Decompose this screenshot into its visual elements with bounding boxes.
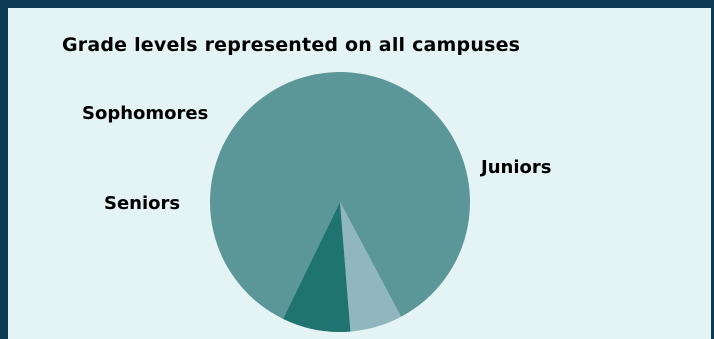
slice-label-seniors: Seniors bbox=[104, 193, 180, 214]
pie-slice-sophomores bbox=[283, 202, 351, 332]
pie-labels: Juniors Seniors Sophomores bbox=[82, 103, 551, 214]
slice-label-juniors: Juniors bbox=[479, 157, 551, 178]
chart-title: Grade levels represented on all campuses bbox=[62, 34, 521, 56]
slice-label-sophomores: Sophomores bbox=[82, 103, 208, 124]
pie-slice-juniors bbox=[209, 71, 470, 319]
pie-slices bbox=[209, 71, 470, 332]
pie-slice-seniors bbox=[340, 202, 402, 332]
